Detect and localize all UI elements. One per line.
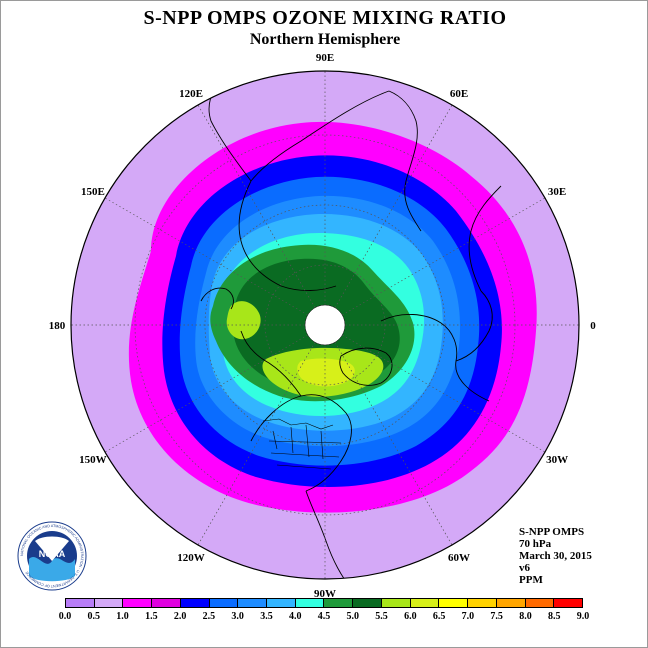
- meridian-210: [104, 334, 308, 453]
- noaa-logo-text: NOAA: [39, 549, 66, 559]
- page-subtitle: Northern Hemisphere: [249, 31, 401, 48]
- colorbar-tick-label-11: 5.5: [375, 611, 388, 622]
- colorbar-tick-label-10: 5.0: [346, 611, 360, 622]
- meridian-60: [334, 104, 453, 308]
- info-date: March 30, 2015: [519, 550, 592, 562]
- coast-india: [388, 90, 422, 232]
- colorbar-swatch-8: [295, 599, 325, 607]
- meridian-30: [342, 197, 546, 316]
- colorbar-swatch-5: [209, 599, 239, 607]
- colorbar-swatch-13: [439, 599, 469, 607]
- colorbar-swatch-17: [554, 599, 582, 607]
- pole-missing-data: [304, 304, 346, 346]
- coast-middle-east: [468, 185, 502, 292]
- latitude-circle-1: [264, 264, 386, 386]
- colorbar-tick-label-12: 6.0: [404, 611, 417, 622]
- meridian-240: [197, 342, 316, 546]
- info-version: v6: [519, 562, 530, 574]
- colorbar-tick-label-13: 6.5: [432, 611, 446, 622]
- coast-canada-arctic: [240, 330, 302, 397]
- longitude-label-1: 60E: [450, 88, 468, 100]
- colorbar-tick-label-18: 9.0: [576, 611, 590, 622]
- colorbar-tick-label-7: 3.5: [260, 611, 273, 622]
- colorbar-tick-label-14: 7.0: [461, 611, 475, 622]
- coast-central-america: [305, 490, 354, 579]
- colorbar-swatch-4: [180, 599, 210, 607]
- coast-europe: [455, 290, 493, 362]
- boundary-us-states-h: [268, 440, 342, 470]
- noaa-emblem: NOAA NATIONAL OCEANIC AND ATMOSPHERIC AD…: [17, 521, 87, 591]
- latitude-circle-3: [134, 134, 516, 516]
- colorbar-tick-label-5: 2.5: [202, 611, 216, 622]
- colorbar-swatch-6: [238, 599, 268, 607]
- political-boundaries: [262, 418, 342, 470]
- longitude-labels: 90E 60E 30E 0 30W 60W 90W 120W 150W 180 150E 120E: [49, 52, 597, 600]
- meridian-300: [334, 342, 453, 546]
- colorbar-swatch-0: [66, 599, 95, 607]
- colorbar-tick-label-6: 3.0: [231, 611, 244, 622]
- coast-north-america: [250, 394, 352, 492]
- noaa-logo: NOAA NATIONAL OCEANIC AND ATMOSPHERIC AD…: [17, 521, 87, 591]
- info-units: PPM: [519, 574, 543, 586]
- colorbar-swatch-11: [381, 599, 411, 607]
- colorbar-tick-label-3: 1.5: [145, 611, 158, 622]
- colorbar-tick-label-1: 0.5: [87, 611, 101, 622]
- colorbar-swatch-7: [267, 599, 296, 607]
- colorbar-swatch-15: [496, 599, 526, 607]
- colorbar-swatch-2: [123, 599, 153, 607]
- page-title: S-NPP OMPS OZONE MIXING RATIO: [143, 7, 507, 29]
- colorbar-tick-label-16: 8.0: [519, 611, 532, 622]
- colorbar-tick-label-17: 8.5: [547, 611, 561, 622]
- colorbar-swatch-16: [525, 599, 555, 607]
- map-border: [70, 70, 580, 580]
- colorbar-tick-label-4: 2.0: [173, 611, 187, 622]
- longitude-label-8: 150W: [79, 454, 107, 466]
- longitude-label-6: 90W: [314, 588, 336, 600]
- graticule: [71, 71, 579, 579]
- longitude-label-5: 60W: [448, 552, 470, 564]
- boundary-us-canada: [262, 418, 334, 430]
- meridian-330: [342, 334, 546, 453]
- longitude-label-10: 150E: [81, 186, 105, 198]
- info-instrument: S-NPP OMPS: [519, 526, 585, 538]
- colorbar-swatch-10: [353, 599, 382, 607]
- longitude-label-9: 180: [49, 320, 66, 332]
- colorbar-swatch-1: [94, 599, 124, 607]
- coast-siberia: [238, 180, 337, 291]
- colorbar-tick-label-8: 4.0: [288, 611, 302, 622]
- info-level: 70 hPa: [519, 538, 552, 550]
- coast-scandinavia: [380, 313, 490, 402]
- colorbar-swatch-9: [324, 599, 354, 607]
- longitude-label-11: 120E: [179, 88, 203, 100]
- meridian-150: [104, 197, 308, 316]
- coast-greenland: [339, 347, 393, 386]
- longitude-label-7: 120W: [177, 552, 205, 564]
- coast-east-asia: [250, 90, 390, 182]
- boundary-us-states: [272, 424, 324, 460]
- colorbar-tick-label-9: 4.5: [317, 611, 331, 622]
- colorbar-tick-label-2: 1.0: [116, 611, 129, 622]
- coast-alaska: [200, 287, 234, 310]
- colorbar-tick-label-15: 7.5: [490, 611, 503, 622]
- contour-band-5.5: [226, 301, 261, 340]
- latitude-circle-2: [204, 204, 446, 446]
- longitude-label-2: 30E: [548, 186, 566, 198]
- colorbar-swatch-14: [468, 599, 497, 607]
- longitude-label-0: 90E: [316, 52, 334, 64]
- colorbar-tick-label-0: 0.0: [58, 611, 72, 622]
- colorbar: [65, 598, 583, 608]
- colorbar-swatch-3: [152, 599, 181, 607]
- colorbar-swatch-12: [410, 599, 440, 607]
- colorbar-tick-labels: 0.0 0.5 1.0 1.5 2.0 2.5 3.0 3.5 4.0 4.5 5.0 5.5 6.0 6…: [59, 611, 590, 625]
- coastlines: [200, 80, 502, 579]
- info-box: S-NPP OMPS 70 hPa March 30, 2015 v6 PPM: [519, 526, 592, 586]
- meridian-120: [197, 104, 316, 308]
- longitude-label-4: 30W: [546, 454, 568, 466]
- longitude-label-3: 0: [590, 320, 596, 332]
